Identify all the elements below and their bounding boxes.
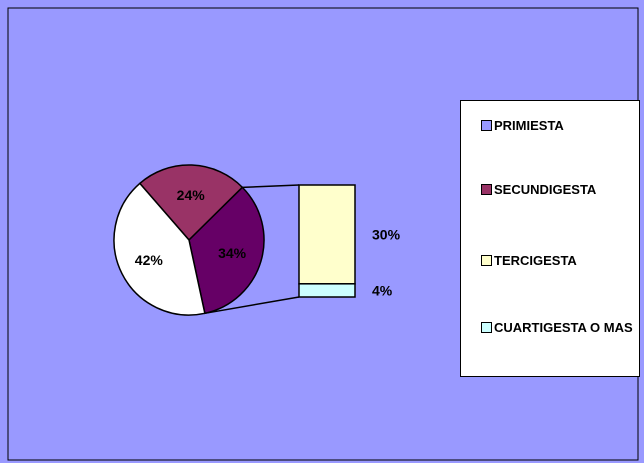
connector-line [204,296,300,315]
legend-label: SECUNDIGESTA [494,182,597,197]
legend: PRIMIESTA SECUNDIGESTA TERCIGESTA CUARTI… [460,100,640,377]
pie-slice [113,182,206,316]
legend-swatch [481,322,492,333]
bar-group: 30% 4% [298,184,401,298]
pie-group: 24% 34% 42% [113,164,265,316]
pie-slice [138,164,244,242]
bar-segment [298,184,356,285]
pie-data-label: 42% [135,252,164,268]
pie-data-label: 34% [218,245,247,261]
pie-data-label: 24% [177,187,206,203]
bar-data-label: 4% [372,282,393,298]
connector-line [242,184,300,189]
legend-item-tercigesta: TERCIGESTA [481,252,636,269]
legend-swatch [481,255,492,266]
connector-lines [204,184,300,315]
legend-swatch [481,120,492,131]
legend-item-cuartigesta: CUARTIGESTA O MAS [481,319,636,336]
legend-item-secundigesta: SECUNDIGESTA [481,181,636,198]
legend-item-primiesta: PRIMIESTA [481,117,636,134]
legend-label: CUARTIGESTA O MAS [494,320,633,335]
legend-swatch [481,184,492,195]
bar-data-label: 30% [372,226,401,242]
legend-label: TERCIGESTA [494,253,577,268]
bar-segment [298,283,356,298]
pie-slice [188,186,265,315]
legend-label: PRIMIESTA [494,118,564,133]
